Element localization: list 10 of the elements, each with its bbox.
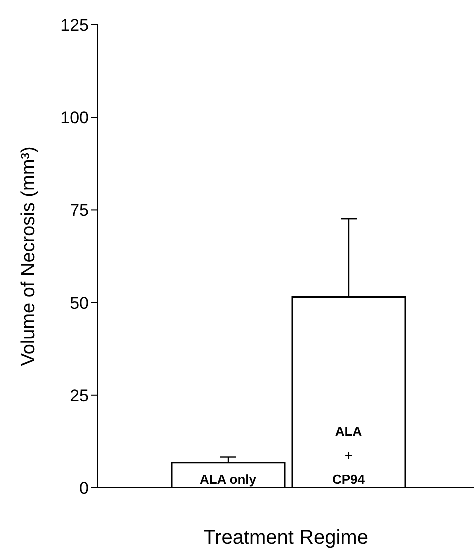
y-tick-label: 125 — [60, 16, 89, 36]
y-tick-label: 75 — [70, 201, 89, 220]
y-tick-label: 0 — [80, 479, 89, 498]
x-axis-title: Treatment Regime — [204, 527, 368, 549]
y-tick-label: 100 — [60, 108, 89, 128]
y-tick-label: 25 — [70, 386, 89, 406]
y-tick-label: 50 — [70, 294, 89, 313]
y-axis-title: Volume of Necrosis (mm³) — [18, 146, 40, 366]
x-tick-label: ALA + CP94 — [332, 424, 366, 487]
x-tick-label: ALA only — [200, 472, 258, 487]
